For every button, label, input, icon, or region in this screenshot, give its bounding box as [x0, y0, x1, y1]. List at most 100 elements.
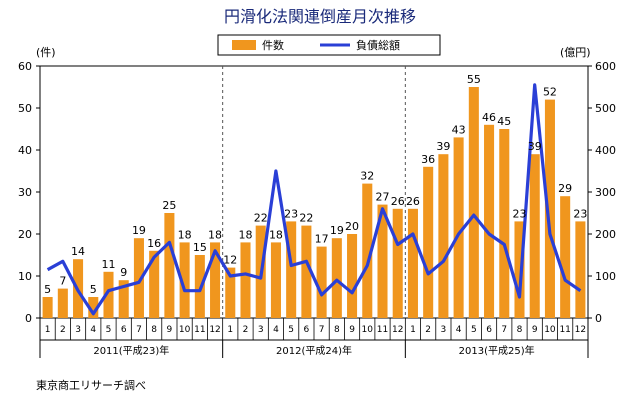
bar [118, 280, 129, 318]
month-label: 6 [121, 325, 127, 335]
data-label: 36 [421, 153, 435, 166]
data-label: 43 [452, 123, 466, 136]
month-label: 10 [544, 325, 556, 335]
data-label: 18 [208, 228, 222, 241]
bar [499, 129, 510, 318]
data-label: 23 [573, 207, 587, 220]
bar-series [42, 87, 586, 318]
month-label: 8 [334, 325, 340, 335]
month-label: 8 [151, 325, 157, 335]
data-label: 52 [543, 86, 557, 99]
left-tick-label: 40 [18, 144, 32, 157]
bar [514, 221, 525, 318]
bar [392, 208, 403, 318]
legend-line-label: 負債総額 [356, 38, 400, 52]
data-label: 32 [360, 170, 374, 183]
right-tick-label: 0 [595, 312, 602, 325]
month-label: 3 [75, 325, 81, 335]
data-label: 5 [44, 283, 51, 296]
left-axis: 0 10 20 30 40 50 60 [18, 60, 40, 325]
bar [316, 246, 327, 318]
data-label: 29 [558, 182, 572, 195]
legend: 件数 負債総額 [217, 34, 441, 56]
year-label: 2013(平成25)年 [459, 344, 535, 357]
data-label: 55 [467, 73, 481, 86]
data-label: 23 [284, 207, 298, 220]
month-label: 11 [194, 325, 205, 335]
month-label: 7 [319, 325, 325, 335]
month-label: 8 [517, 325, 523, 335]
data-label: 5 [90, 283, 97, 296]
chart-title: 円滑化法関連倒産月次推移 [224, 7, 416, 26]
month-label: 7 [136, 325, 142, 335]
bar [133, 238, 144, 318]
data-label: 9 [120, 266, 127, 279]
month-label: 7 [501, 325, 507, 335]
data-label: 22 [299, 212, 313, 225]
data-label: 14 [71, 245, 85, 258]
bar [164, 213, 175, 318]
data-label: 7 [59, 275, 66, 288]
source-note: 東京商工リサーチ調べ [36, 378, 146, 392]
left-tick-label: 30 [18, 186, 32, 199]
bar [240, 242, 251, 318]
month-label: 1 [227, 325, 233, 335]
right-tick-label: 400 [595, 144, 616, 157]
right-tick-label: 600 [595, 60, 616, 73]
bar [575, 221, 586, 318]
bar [179, 242, 190, 318]
data-label: 18 [239, 228, 253, 241]
month-label: 1 [410, 325, 416, 335]
data-label: 11 [102, 258, 116, 271]
year-label: 2011(平成23)年 [93, 344, 169, 357]
month-label: 11 [559, 325, 570, 335]
month-label: 2 [60, 325, 66, 335]
bar [57, 288, 68, 318]
month-label: 3 [441, 325, 447, 335]
data-label: 23 [513, 207, 527, 220]
month-label: 12 [392, 325, 403, 335]
data-label: 45 [497, 115, 511, 128]
data-label: 17 [315, 233, 329, 246]
left-tick-label: 20 [18, 228, 32, 241]
legend-bar-label: 件数 [262, 39, 284, 52]
data-label: 12 [223, 254, 237, 267]
month-label: 5 [106, 325, 112, 335]
data-label: 27 [376, 191, 390, 204]
data-label: 25 [162, 199, 176, 212]
bar [210, 242, 221, 318]
bar [377, 204, 388, 318]
left-tick-label: 10 [18, 270, 32, 283]
bar [331, 238, 342, 318]
left-axis-unit: (件) [36, 46, 56, 59]
x-axis: 1 2 3 4 5 6 7 8 9 10 11 12 1 2 3 4 5 6 7 8 9 10 11 12 1 2 3 4 5 6 7 8 9 1… [39, 318, 589, 358]
debt-line [46, 83, 582, 316]
bar [42, 297, 53, 318]
bar [438, 154, 449, 318]
month-label: 11 [377, 325, 388, 335]
right-tick-label: 500 [595, 102, 616, 115]
data-label: 39 [436, 140, 450, 153]
data-label: 22 [254, 212, 268, 225]
year-label: 2012(平成24)年 [276, 344, 352, 357]
bar [423, 166, 434, 318]
month-label: 6 [486, 325, 492, 335]
bar [544, 99, 555, 318]
bar [484, 124, 495, 318]
bar [103, 271, 114, 318]
month-label: 4 [273, 325, 279, 335]
left-tick-label: 60 [18, 60, 32, 73]
month-label: 5 [471, 325, 477, 335]
right-axis-unit: (億円) [560, 46, 591, 59]
month-label: 9 [349, 325, 355, 335]
legend-bar-swatch [232, 40, 256, 50]
bar [225, 267, 236, 318]
data-label: 19 [330, 224, 344, 237]
bar [88, 297, 99, 318]
month-label: 9 [167, 325, 173, 335]
bar [301, 225, 312, 318]
data-label: 18 [178, 228, 192, 241]
bar [149, 250, 160, 318]
data-label: 26 [406, 195, 420, 208]
